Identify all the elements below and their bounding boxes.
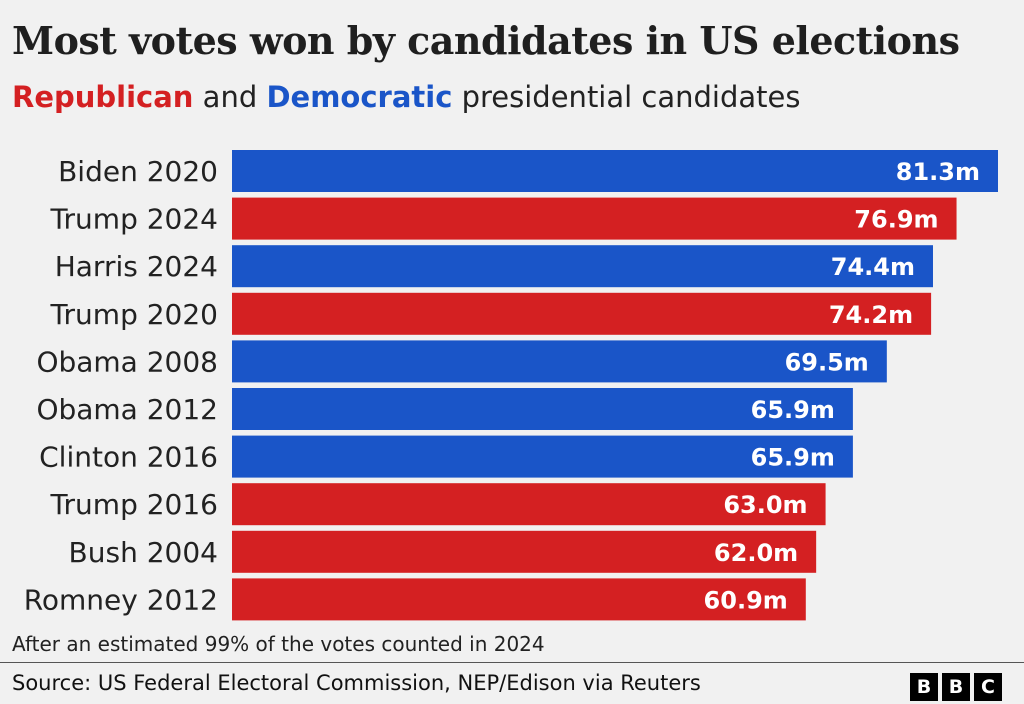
- category-label: Bush 2004: [69, 536, 218, 569]
- bar-row: Trump 2020 74.2m: [50, 292, 932, 335]
- bar: [232, 150, 998, 192]
- bar: [232, 197, 957, 240]
- subtitle-republican: Republican: [12, 80, 194, 114]
- bar-row: Biden 2020 81.3m: [58, 150, 998, 192]
- category-label: Trump 2024: [50, 203, 218, 236]
- category-label: Trump 2020: [50, 298, 218, 331]
- bar-row: Obama 2012 65.9m: [36, 388, 853, 430]
- source-text: Source: US Federal Electoral Commission,…: [12, 671, 701, 695]
- bar: [232, 292, 932, 335]
- bar-row: Harris 2024 74.4m: [55, 245, 933, 288]
- value-label: 69.5m: [785, 348, 869, 376]
- bar-row: Clinton 2016 65.9m: [39, 435, 853, 478]
- bar: [232, 530, 817, 573]
- bar: [232, 578, 806, 621]
- value-label: 60.9m: [704, 586, 788, 614]
- footnote: After an estimated 99% of the votes coun…: [12, 632, 545, 656]
- bar-row: Trump 2016 63.0m: [50, 483, 826, 526]
- logo-letter-c: C: [974, 673, 1002, 701]
- category-label: Obama 2008: [36, 345, 218, 378]
- bar: [232, 245, 933, 288]
- value-label: 65.9m: [751, 444, 835, 472]
- value-label: 74.4m: [831, 253, 915, 281]
- category-label: Romney 2012: [24, 583, 218, 616]
- category-label: Trump 2016: [50, 488, 218, 521]
- divider: [0, 662, 1024, 663]
- value-label: 76.9m: [854, 206, 938, 234]
- bar: [232, 483, 826, 526]
- bar: [232, 388, 853, 430]
- category-label: Clinton 2016: [39, 441, 218, 474]
- value-label: 74.2m: [829, 301, 913, 329]
- bar-row: Romney 2012 60.9m: [24, 578, 806, 621]
- value-label: 65.9m: [751, 396, 835, 424]
- subtitle-democratic: Democratic: [266, 80, 453, 114]
- subtitle-and: and: [193, 80, 267, 114]
- bar: [232, 435, 853, 478]
- category-label: Biden 2020: [58, 155, 218, 188]
- bar-chart: Biden 2020 81.3m Trump 2024 76.9m Harris 202…: [24, 150, 998, 621]
- value-label: 62.0m: [714, 539, 798, 567]
- bar-row: Obama 2008 69.5m: [36, 340, 887, 383]
- category-label: Harris 2024: [55, 250, 218, 283]
- bar-row: Trump 2024 76.9m: [50, 197, 957, 240]
- logo-letter-b1: B: [910, 673, 938, 701]
- category-label: Obama 2012: [36, 393, 218, 426]
- logo-letter-b2: B: [942, 673, 970, 701]
- value-label: 81.3m: [896, 158, 980, 186]
- chart-subtitle: Republican and Democratic presidential c…: [12, 80, 800, 114]
- value-label: 63.0m: [723, 491, 807, 519]
- bar-row: Bush 2004 62.0m: [69, 530, 817, 573]
- bar: [232, 340, 887, 383]
- bbc-logo: B B C: [910, 673, 1002, 701]
- subtitle-rest: presidential candidates: [452, 80, 801, 114]
- chart-title: Most votes won by candidates in US elect…: [12, 18, 960, 63]
